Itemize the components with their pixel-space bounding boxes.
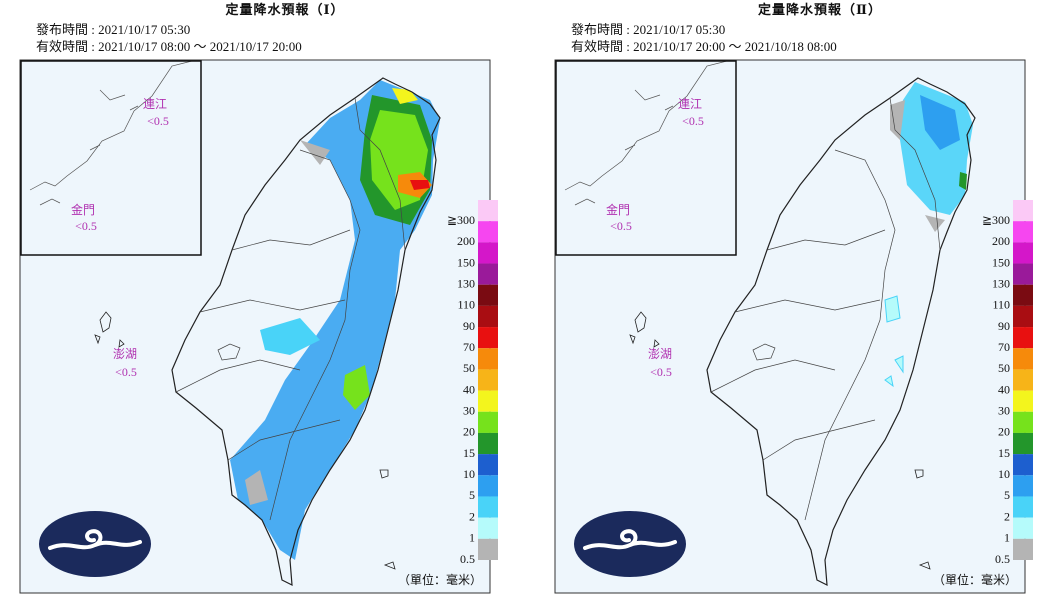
inset-frame bbox=[20, 60, 202, 256]
legend-swatch bbox=[478, 496, 498, 518]
legend-label: 110 bbox=[992, 298, 1010, 312]
inset-frame bbox=[555, 60, 737, 256]
legend-label: 110 bbox=[457, 298, 475, 312]
island-name: 澎湖 bbox=[113, 346, 137, 361]
legend-swatch bbox=[478, 305, 498, 328]
legend-label: 20 bbox=[463, 425, 475, 439]
legend-label: 5 bbox=[469, 488, 475, 502]
issue-time: 發布時間 : 2021/10/17 05:30 bbox=[36, 22, 190, 37]
legend-label: 10 bbox=[463, 467, 475, 481]
map-panel: 定量降水預報（Ⅰ） 發布時間 : 2021/10/17 05:30 有效時間 : 2… bbox=[19, 2, 498, 594]
legend-label: 70 bbox=[463, 340, 475, 354]
legend-swatch bbox=[478, 538, 498, 560]
island-value: <0.5 bbox=[610, 219, 632, 233]
legend-swatch bbox=[478, 348, 498, 370]
island-name: 金門 bbox=[606, 202, 630, 217]
island-value: <0.5 bbox=[682, 114, 704, 128]
island-value: <0.5 bbox=[115, 365, 137, 379]
legend-swatch bbox=[1013, 348, 1033, 370]
legend-label: 130 bbox=[457, 276, 475, 290]
legend-label: 40 bbox=[463, 382, 475, 396]
legend-swatch bbox=[1013, 432, 1033, 455]
legend-label: 30 bbox=[998, 404, 1010, 418]
legend-swatch bbox=[478, 475, 498, 497]
legend-swatch bbox=[1013, 538, 1033, 560]
legend-label: 5 bbox=[1004, 488, 1010, 502]
island-name: 連江 bbox=[143, 97, 167, 111]
legend-swatch bbox=[478, 221, 498, 243]
panel-title: 定量降水預報（Ⅰ） bbox=[224, 2, 344, 17]
legend-label: 20 bbox=[998, 425, 1010, 439]
legend-label: 15 bbox=[463, 446, 475, 460]
legend-label: 10 bbox=[998, 467, 1010, 481]
legend-label: 50 bbox=[998, 361, 1010, 375]
legend-swatch bbox=[1013, 284, 1033, 306]
legend-label: 40 bbox=[998, 382, 1010, 396]
legend-swatch bbox=[1013, 454, 1033, 476]
legend-label: 50 bbox=[463, 361, 475, 375]
legend-swatch bbox=[478, 242, 498, 264]
unit-label: （單位：毫米） bbox=[933, 572, 1017, 587]
legend-swatch bbox=[478, 369, 498, 391]
legend-swatch bbox=[1013, 200, 1033, 222]
island-name: 金門 bbox=[71, 202, 95, 217]
legend-label: 200 bbox=[992, 234, 1010, 248]
legend-label: 30 bbox=[463, 404, 475, 418]
legend-label: 1 bbox=[469, 531, 475, 545]
legend-label: 90 bbox=[998, 319, 1010, 333]
legend-swatch bbox=[478, 263, 498, 285]
legend-swatch bbox=[1013, 496, 1033, 518]
island-value: <0.5 bbox=[650, 365, 672, 379]
legend-swatch bbox=[478, 432, 498, 455]
legend-swatch bbox=[1013, 475, 1033, 497]
legend-label: 15 bbox=[998, 446, 1010, 460]
legend-swatch bbox=[1013, 369, 1033, 391]
legend-swatch bbox=[478, 390, 498, 412]
logo-swirl bbox=[48, 529, 142, 550]
legend-swatch bbox=[478, 284, 498, 306]
map-panel: 定量降水預報（Ⅱ） 發布時間 : 2021/10/17 05:30 有效時間 : 2… bbox=[554, 2, 1033, 594]
issue-time: 發布時間 : 2021/10/17 05:30 bbox=[571, 22, 725, 37]
valid-time: 有效時間 : 2021/10/17 08:00 ～ 2021/10/17 20:… bbox=[36, 39, 302, 54]
island-name: 連江 bbox=[678, 97, 702, 111]
legend-swatch bbox=[478, 327, 498, 349]
legend-label: 150 bbox=[457, 255, 475, 269]
legend-label: 150 bbox=[992, 255, 1010, 269]
legend-swatch bbox=[1013, 242, 1033, 264]
legend-label: 130 bbox=[992, 276, 1010, 290]
legend-label: 2 bbox=[469, 509, 475, 523]
legend-label: 0.5 bbox=[995, 552, 1010, 566]
island-name: 澎湖 bbox=[648, 346, 672, 361]
legend-swatch bbox=[478, 200, 498, 222]
legend-swatch bbox=[478, 411, 498, 433]
legend-swatch bbox=[478, 517, 498, 539]
legend-swatch bbox=[1013, 411, 1033, 433]
valid-time: 有效時間 : 2021/10/17 20:00 ～ 2021/10/18 08:… bbox=[571, 39, 837, 54]
island-value: <0.5 bbox=[147, 114, 169, 128]
legend-label: 90 bbox=[463, 319, 475, 333]
legend-swatch bbox=[1013, 263, 1033, 285]
unit-label: （單位：毫米） bbox=[398, 572, 482, 587]
legend-label: 1 bbox=[1004, 531, 1010, 545]
island-value: <0.5 bbox=[75, 219, 97, 233]
logo-swirl bbox=[583, 529, 677, 550]
panel-title: 定量降水預報（Ⅱ） bbox=[757, 2, 882, 17]
legend-label: 0.5 bbox=[460, 552, 475, 566]
legend-label: 2 bbox=[1004, 509, 1010, 523]
legend-label: 200 bbox=[457, 234, 475, 248]
legend-label: ≧300 bbox=[982, 213, 1010, 227]
legend-swatch bbox=[1013, 305, 1033, 328]
legend-label: 70 bbox=[998, 340, 1010, 354]
legend-swatch bbox=[1013, 517, 1033, 539]
legend-swatch bbox=[1013, 221, 1033, 243]
legend-swatch bbox=[1013, 390, 1033, 412]
legend-label: ≧300 bbox=[447, 213, 475, 227]
legend-swatch bbox=[478, 454, 498, 476]
legend-swatch bbox=[1013, 327, 1033, 349]
